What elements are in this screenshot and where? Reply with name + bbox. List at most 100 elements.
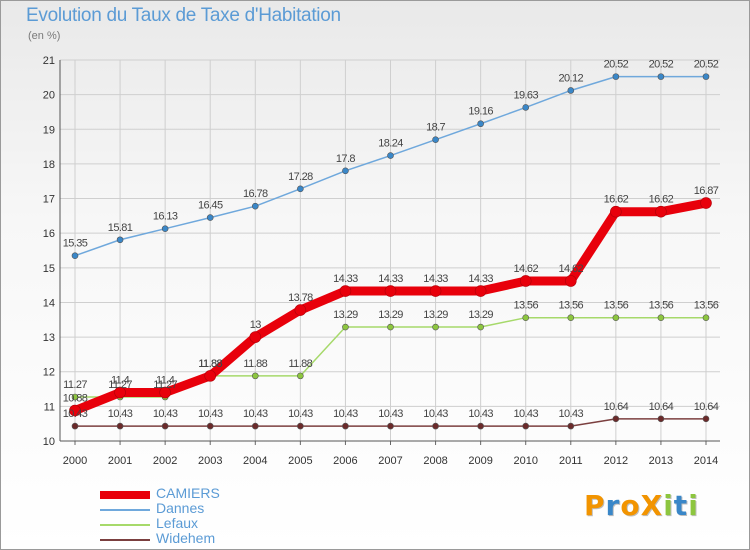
data-point-camiers bbox=[69, 404, 81, 417]
logo-letter: P bbox=[584, 489, 606, 522]
data-label-dannes: 15.81 bbox=[108, 222, 133, 234]
logo-letter: t bbox=[673, 489, 689, 522]
data-point-lefaux bbox=[477, 323, 484, 331]
x-tick-label: 2007 bbox=[378, 455, 402, 467]
x-tick-label: 2010 bbox=[513, 455, 537, 467]
y-tick-label: 10 bbox=[43, 436, 55, 448]
data-point-camiers bbox=[339, 285, 352, 297]
data-point-lefaux bbox=[71, 393, 79, 401]
x-tick-label: 2009 bbox=[468, 455, 492, 467]
proxiti-logo[interactable]: ProXiti bbox=[584, 489, 699, 522]
x-tick-label: 2013 bbox=[649, 455, 673, 467]
data-point-widehem bbox=[297, 422, 304, 430]
data-point-dannes bbox=[657, 73, 665, 80]
data-label-camiers: 16.87 bbox=[694, 185, 719, 197]
data-label-widehem: 10.43 bbox=[198, 408, 223, 420]
data-label-camiers: 14.62 bbox=[559, 263, 584, 275]
data-label-lefaux: 11.27 bbox=[63, 379, 87, 391]
data-label-widehem: 10.43 bbox=[378, 408, 403, 420]
data-label-camiers: 14.33 bbox=[378, 273, 403, 285]
x-tick-label: 2008 bbox=[423, 455, 447, 467]
legend-swatch-dannes bbox=[100, 509, 150, 511]
y-tick-label: 19 bbox=[43, 124, 55, 136]
y-tick-label: 14 bbox=[43, 297, 55, 309]
legend-label-widehem: Widehem bbox=[156, 530, 216, 546]
data-label-dannes: 19.63 bbox=[513, 89, 538, 101]
y-tick-label: 20 bbox=[43, 90, 55, 102]
data-point-camiers bbox=[204, 370, 217, 382]
x-tick-label: 2011 bbox=[559, 455, 583, 467]
data-label-lefaux: 13.56 bbox=[694, 300, 719, 312]
data-point-lefaux bbox=[432, 323, 439, 331]
logo-letter: o bbox=[620, 489, 641, 522]
data-point-lefaux bbox=[342, 323, 349, 331]
data-label-widehem: 10.43 bbox=[63, 408, 88, 420]
data-point-widehem bbox=[116, 422, 124, 430]
data-point-lefaux bbox=[251, 372, 259, 380]
legend-swatch-lefaux bbox=[100, 524, 150, 526]
data-label-lefaux: 13.29 bbox=[423, 309, 448, 321]
data-point-widehem bbox=[657, 415, 665, 423]
data-point-widehem bbox=[342, 422, 349, 430]
data-label-widehem: 10.43 bbox=[288, 408, 313, 420]
data-label-dannes: 15.35 bbox=[63, 238, 88, 250]
data-label-lefaux: 13.56 bbox=[513, 300, 538, 312]
data-label-camiers: 14.33 bbox=[333, 273, 358, 285]
data-point-dannes bbox=[477, 120, 484, 128]
data-label-camiers: 14.33 bbox=[468, 273, 493, 285]
data-point-lefaux bbox=[702, 314, 710, 321]
y-tick-label: 11 bbox=[44, 401, 55, 413]
data-point-lefaux bbox=[297, 372, 304, 380]
data-point-lefaux bbox=[657, 314, 665, 321]
data-label-camiers: 14.33 bbox=[423, 273, 448, 285]
data-label-camiers: 16.62 bbox=[604, 194, 629, 206]
data-label-lefaux: 13.29 bbox=[468, 309, 493, 321]
data-label-camiers: 11.4 bbox=[111, 375, 130, 387]
data-point-lefaux bbox=[567, 314, 575, 321]
legend-swatch-camiers bbox=[100, 491, 150, 499]
data-label-dannes: 20.52 bbox=[649, 59, 674, 71]
data-label-dannes: 20.52 bbox=[604, 59, 629, 71]
y-tick-label: 17 bbox=[43, 194, 55, 206]
data-point-widehem bbox=[206, 422, 214, 430]
data-label-dannes: 18.7 bbox=[426, 122, 445, 134]
data-label-dannes: 17.28 bbox=[288, 171, 313, 183]
data-point-dannes bbox=[522, 104, 530, 111]
data-point-widehem bbox=[567, 422, 575, 430]
x-tick-label: 2004 bbox=[243, 455, 267, 467]
data-point-camiers bbox=[474, 285, 487, 297]
x-tick-label: 2006 bbox=[333, 455, 357, 467]
data-label-lefaux: 13.56 bbox=[604, 300, 629, 312]
data-label-camiers: 14.62 bbox=[513, 263, 538, 275]
data-point-dannes bbox=[116, 236, 124, 244]
data-point-dannes bbox=[297, 185, 304, 193]
data-label-widehem: 10.64 bbox=[604, 401, 629, 413]
logo-letter: i bbox=[688, 489, 699, 522]
data-label-widehem: 10.43 bbox=[243, 408, 268, 420]
data-point-dannes bbox=[342, 167, 349, 175]
data-point-camiers bbox=[114, 386, 126, 399]
x-tick-label: 2003 bbox=[198, 455, 222, 467]
data-label-lefaux: 11.88 bbox=[198, 358, 222, 370]
data-label-widehem: 10.43 bbox=[333, 408, 358, 420]
data-point-widehem bbox=[387, 422, 394, 430]
data-point-dannes bbox=[251, 202, 259, 210]
data-label-camiers: 11.4 bbox=[156, 375, 175, 387]
data-point-camiers bbox=[159, 386, 171, 399]
x-tick-label: 2012 bbox=[604, 455, 628, 467]
data-label-lefaux: 11.27 bbox=[108, 379, 132, 391]
y-tick-label: 15 bbox=[43, 263, 55, 275]
logo-letter: r bbox=[605, 489, 621, 522]
legend-label-dannes: Dannes bbox=[156, 500, 205, 516]
data-point-lefaux bbox=[522, 314, 530, 321]
x-tick-label: 2000 bbox=[63, 455, 87, 467]
data-label-widehem: 10.43 bbox=[108, 408, 133, 420]
data-point-lefaux bbox=[612, 314, 620, 321]
y-tick-label: 12 bbox=[43, 367, 55, 379]
data-label-lefaux: 11.88 bbox=[243, 358, 267, 370]
logo-letter: X bbox=[640, 489, 664, 522]
logo-letter: i bbox=[663, 489, 674, 522]
data-point-dannes bbox=[702, 73, 710, 80]
data-point-widehem bbox=[702, 415, 710, 423]
